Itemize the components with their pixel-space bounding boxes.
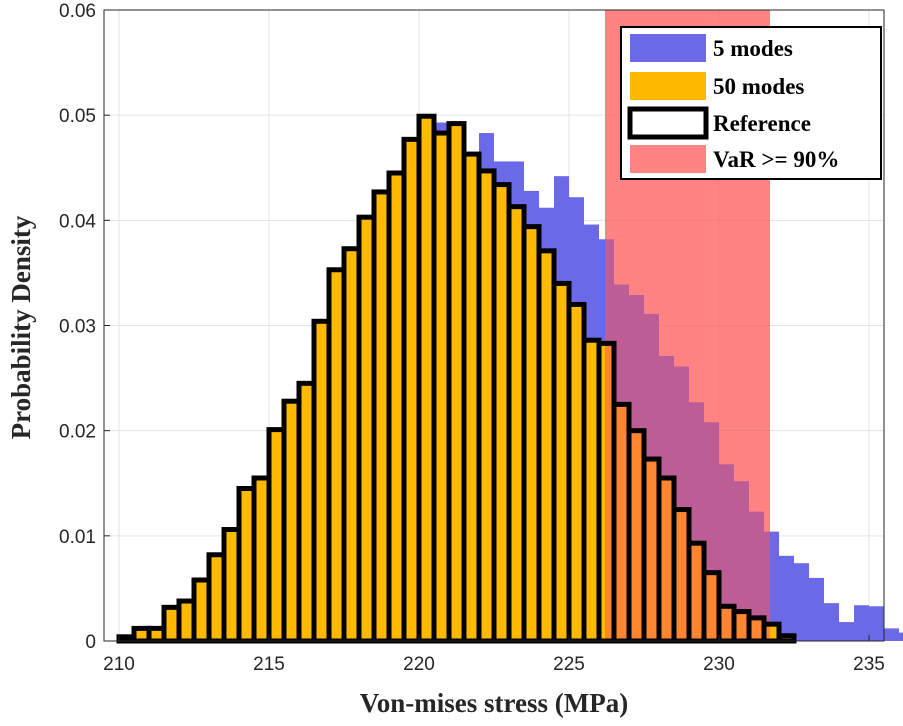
bar-50-modes: [494, 184, 509, 641]
legend-label-50-modes: 50 modes: [713, 74, 804, 99]
bar-50-modes: [224, 529, 239, 641]
legend-label-5-modes: 5 modes: [713, 36, 793, 61]
bar-50-modes: [209, 554, 224, 641]
bar-50-modes: [584, 340, 599, 641]
x-tick-label: 225: [553, 654, 585, 675]
bar-50-modes: [539, 250, 554, 641]
bar-50-modes: [479, 170, 494, 641]
bar-50-modes: [464, 154, 479, 641]
bar-5-modes: [824, 603, 839, 641]
y-tick-label: 0.02: [59, 422, 96, 443]
bar-50-modes: [254, 477, 269, 641]
bar-50-modes: [374, 191, 389, 641]
bar-50-modes: [524, 226, 539, 642]
series-50-modes: [119, 116, 794, 642]
bar-50-modes: [149, 628, 164, 641]
x-axis-ticks: 210 215 220 225 230 235: [103, 635, 885, 675]
bar-50-modes: [389, 173, 404, 641]
legend-swatch-50-modes: [630, 72, 706, 100]
bar-50-modes: [449, 123, 464, 641]
bar-50-modes: [134, 628, 149, 641]
bar-50-modes: [404, 139, 419, 642]
bar-5-modes: [899, 632, 903, 641]
bar-50-modes: [269, 429, 284, 641]
y-tick-label: 0.05: [59, 106, 96, 127]
x-tick-label: 235: [853, 654, 885, 675]
y-axis-ticks: 0 0.01 0.02 0.03 0.04 0.05 0.06: [59, 1, 110, 653]
bar-50-modes: [299, 383, 314, 641]
y-tick-label: 0.06: [59, 1, 96, 22]
bar-5-modes: [884, 628, 899, 641]
bar-50-modes: [344, 248, 359, 641]
bar-50-modes: [194, 580, 209, 641]
legend-swatch-var: [630, 145, 706, 173]
bar-5-modes: [794, 563, 809, 641]
y-axis-title: Probability Density: [6, 215, 36, 439]
bar-50-modes: [239, 488, 254, 641]
y-tick-label: 0.04: [59, 211, 96, 232]
bar-50-modes: [164, 607, 179, 641]
bar-50-modes: [434, 133, 449, 642]
legend-swatch-5-modes: [630, 34, 706, 62]
y-tick-label: 0.01: [59, 527, 96, 548]
bar-5-modes: [839, 622, 854, 641]
y-tick-label: 0: [85, 632, 96, 653]
bar-50-modes: [779, 635, 794, 641]
bar-50-modes: [314, 321, 329, 641]
bar-50-modes: [179, 601, 194, 641]
x-tick-label: 230: [703, 654, 735, 675]
bar-50-modes: [359, 217, 374, 641]
bar-5-modes: [809, 577, 824, 641]
bar-50-modes: [284, 401, 299, 641]
bar-5-modes: [779, 555, 794, 641]
bar-50-modes: [419, 116, 434, 642]
bar-5-modes: [854, 605, 869, 641]
x-tick-label: 220: [403, 654, 435, 675]
bar-50-modes: [569, 304, 584, 641]
bar-50-modes: [329, 269, 344, 641]
legend-label-reference: Reference: [713, 111, 811, 136]
x-tick-label: 215: [253, 654, 285, 675]
legend-swatch-reference: [627, 106, 709, 140]
bar-50-modes: [509, 206, 524, 641]
legend: 5 modes 50 modes Reference VaR >= 90%: [620, 26, 882, 180]
x-axis-title: Von-mises stress (MPa): [360, 688, 628, 718]
x-tick-label: 210: [103, 654, 135, 675]
legend-label-var: VaR >= 90%: [713, 147, 839, 172]
bar-50-modes: [554, 283, 569, 641]
bar-5-modes: [869, 606, 884, 641]
y-tick-label: 0.03: [59, 317, 96, 338]
